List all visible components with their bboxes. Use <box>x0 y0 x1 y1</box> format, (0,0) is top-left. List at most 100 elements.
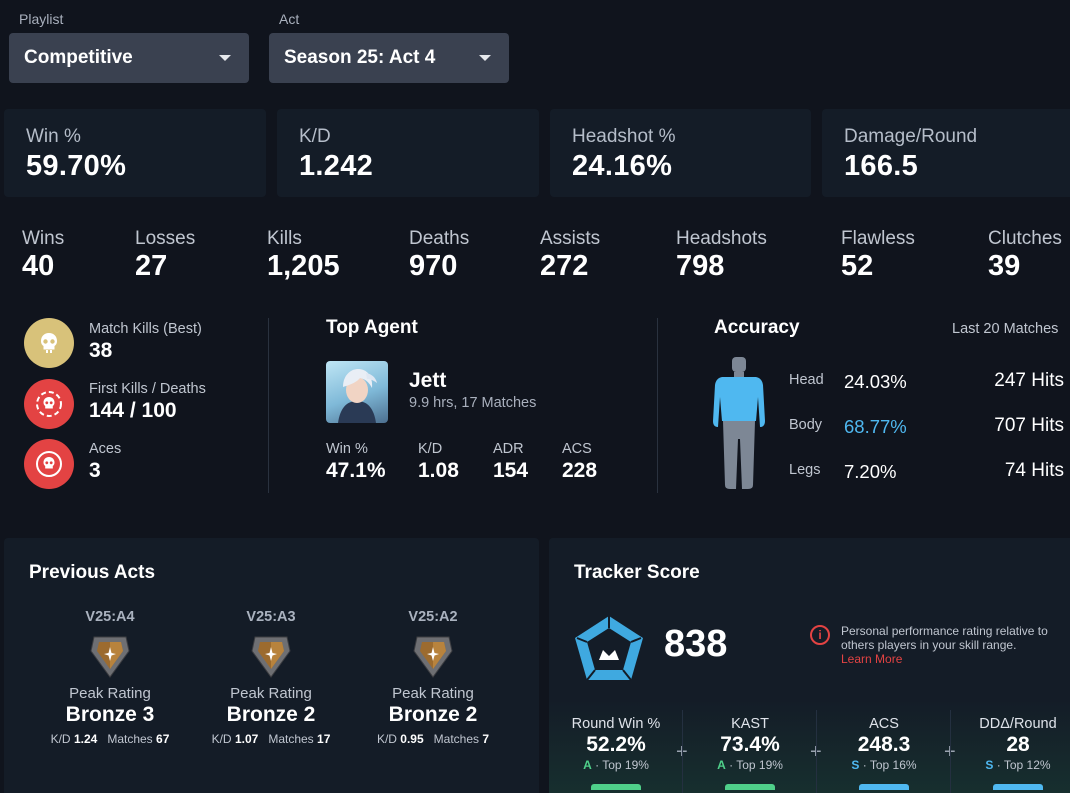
agent-stat-acs: ACS 228 <box>562 441 597 483</box>
kd-label: K/D <box>211 732 232 746</box>
stat-label: Wins <box>22 228 65 249</box>
divider <box>682 710 683 793</box>
plus-icon: + <box>944 741 956 764</box>
stat-value: 272 <box>540 250 589 282</box>
stat-label: Damage/Round <box>844 126 978 147</box>
stat-label: Losses <box>135 228 196 249</box>
divider <box>816 710 817 793</box>
stat-label: Kills <box>267 228 302 249</box>
accuracy-period: Last 20 Matches <box>952 321 1059 337</box>
highlight-aces <box>24 439 74 489</box>
plus-icon: + <box>676 741 688 764</box>
highlight-label: First Kills / Deaths <box>89 381 206 397</box>
grade-letter: A <box>717 758 726 772</box>
ts-metric-sub: A · Top 19% <box>683 758 817 772</box>
highlight-label: Match Kills (Best) <box>89 321 202 337</box>
ts-bar-acs <box>859 784 909 790</box>
stat-value: 27 <box>135 250 168 282</box>
highlight-match-kills <box>24 318 74 368</box>
ts-metric-label: DDΔ/Round <box>979 716 1057 732</box>
peak-label: Peak Rating <box>230 685 312 702</box>
agent-stat-win: Win % 47.1% <box>326 441 386 483</box>
agent-stat-label: ACS <box>562 441 592 457</box>
playlist-dropdown[interactable]: Competitive <box>9 33 249 83</box>
act-card[interactable]: V25:A2 Peak Rating Bronze 2 K/D 0.95 Mat… <box>358 609 508 746</box>
stat-headshots: Headshots 798 <box>676 228 767 283</box>
accuracy-legs-label: Legs <box>789 462 821 478</box>
previous-acts-title: Previous Acts <box>29 562 156 583</box>
highlight-value: 3 <box>89 459 101 482</box>
stat-label: Headshots <box>676 228 767 249</box>
stat-value: 798 <box>676 250 725 282</box>
ts-metric-sub: S · Top 16% <box>817 758 951 772</box>
stat-value: 59.70% <box>26 150 127 182</box>
chevron-down-icon <box>219 55 231 61</box>
ace-skull-icon <box>24 439 74 489</box>
stat-label: Deaths <box>409 228 470 249</box>
highlight-first-kills-text: First Kills / Deaths 144 / 100 <box>89 381 206 423</box>
stat-wins: Wins 40 <box>22 228 64 283</box>
ts-metric-value: 73.4% <box>720 733 780 756</box>
agent-stat-value: 47.1% <box>326 459 386 482</box>
stat-label: Assists <box>540 228 601 249</box>
agent-stat-value: 1.08 <box>418 459 459 482</box>
matches-value: 67 <box>156 732 170 746</box>
highlight-value: 38 <box>89 339 113 362</box>
bronze-rank-icon <box>35 625 185 685</box>
accuracy-head-label: Head <box>789 372 824 388</box>
kd-value: 1.24 <box>73 732 98 746</box>
stat-clutches: Clutches 39 <box>988 228 1062 283</box>
kd-value: 0.95 <box>400 732 424 746</box>
top-percent: · Top 19% <box>729 758 783 772</box>
chevron-down-icon <box>479 55 491 61</box>
ts-metric-value: 52.2% <box>586 733 646 756</box>
matches-label: Matches <box>433 732 480 746</box>
accuracy-body-hits: 707 Hits <box>994 415 1064 436</box>
ts-metric-round-win: Round Win % 52.2% A · Top 19% <box>549 716 683 772</box>
info-icon[interactable]: i <box>810 625 830 645</box>
stat-losses: Losses 27 <box>135 228 195 283</box>
act-card[interactable]: V25:A4 Peak Rating Bronze 3 K/D 1.24 Mat… <box>35 609 185 746</box>
stat-label: Clutches <box>988 228 1062 249</box>
ts-metric-label: KAST <box>731 716 769 732</box>
act-label: Act <box>279 11 300 27</box>
highlight-value: 144 / 100 <box>89 399 177 422</box>
tracker-score-value: 838 <box>664 623 728 665</box>
stat-value: 24.16% <box>572 150 673 182</box>
highlight-match-kills-text: Match Kills (Best) 38 <box>89 321 202 363</box>
tracker-score-title: Tracker Score <box>574 562 700 583</box>
agent-stat-label: K/D <box>418 441 443 457</box>
peak-rank: Bronze 2 <box>226 703 316 726</box>
accuracy-body-label: Body <box>789 417 823 433</box>
highlight-label: Aces <box>89 441 122 457</box>
stat-card-headshot-pct: Headshot % 24.16% <box>550 109 811 197</box>
accuracy-head-pct: 24.03% <box>844 371 907 392</box>
stat-card-win-pct: Win % 59.70% <box>4 109 266 197</box>
tracker-score-panel: Tracker Score 838 i Personal performance… <box>549 538 1070 793</box>
divider <box>950 710 951 793</box>
ts-metric-acs: ACS 248.3 S · Top 16% <box>817 716 951 772</box>
stat-value: 166.5 <box>844 150 919 182</box>
matches-label: Matches <box>268 732 314 746</box>
stat-value: 1,205 <box>267 250 340 282</box>
stat-card-kd: K/D 1.242 <box>277 109 539 197</box>
target-skull-icon <box>24 379 74 429</box>
ts-bar-kast <box>725 784 775 790</box>
highlight-aces-text: Aces 3 <box>89 441 121 483</box>
stat-value: 52 <box>841 250 874 282</box>
matches-value: 17 <box>317 732 331 746</box>
matches-value: 7 <box>482 732 490 746</box>
skull-icon <box>24 318 74 368</box>
stat-assists: Assists 272 <box>540 228 600 283</box>
bronze-rank-icon <box>196 625 346 685</box>
learn-more-link[interactable]: Learn More <box>841 652 903 666</box>
divider <box>657 318 658 493</box>
ts-metric-kast: KAST 73.4% A · Top 19% <box>683 716 817 772</box>
agent-stat-label: ADR <box>493 441 524 457</box>
accuracy-legs-hits: 74 Hits <box>1004 460 1064 481</box>
kd-label: K/D <box>50 732 71 746</box>
act-card[interactable]: V25:A3 Peak Rating Bronze 2 K/D 1.07 Mat… <box>196 609 346 746</box>
act-dropdown[interactable]: Season 25: Act 4 <box>269 33 509 83</box>
agent-stat-value: 228 <box>562 459 598 482</box>
tracker-score-icon <box>573 614 645 689</box>
